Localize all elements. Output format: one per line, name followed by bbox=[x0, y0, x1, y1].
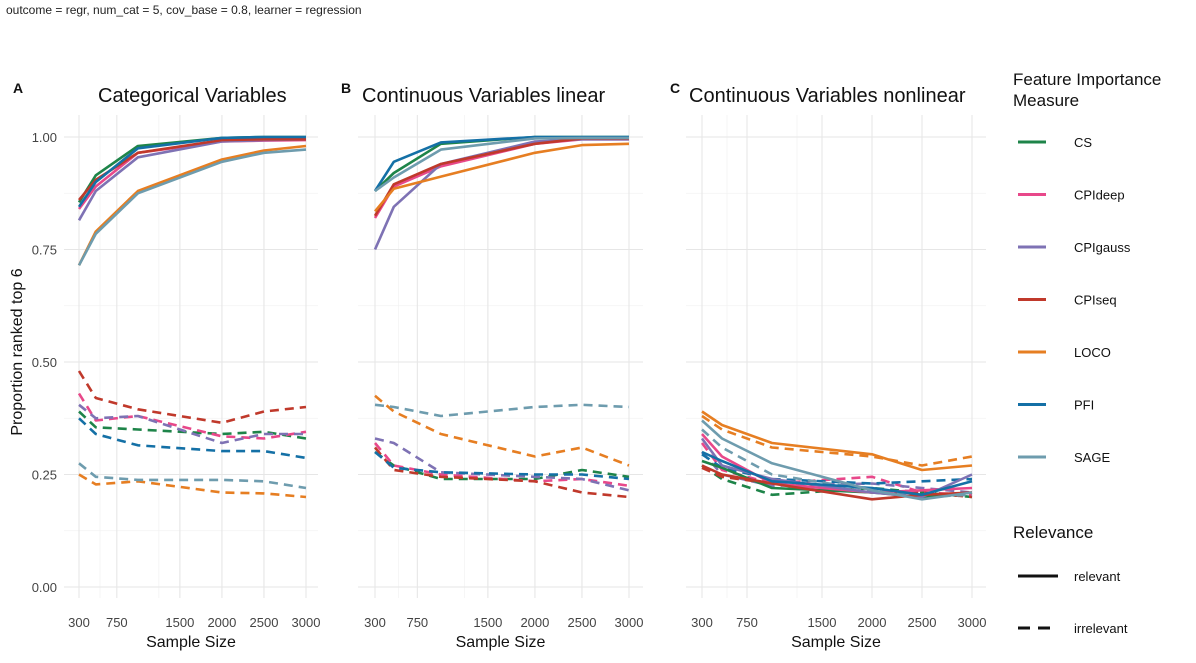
legend-item-cpiseq: CPIseq bbox=[1018, 293, 1117, 308]
figure-subtitle: outcome = regr, num_cat = 5, cov_base = … bbox=[6, 3, 362, 17]
panel-title: Continuous Variables linear bbox=[362, 85, 605, 107]
series-line-sage-irrelevant bbox=[78, 462, 307, 490]
series-line-cpiseq-relevant bbox=[701, 464, 973, 501]
x-axis-label: Sample Size bbox=[456, 634, 546, 651]
series-line-cpigauss-relevant bbox=[373, 138, 629, 251]
legend-label: CPIdeep bbox=[1074, 188, 1125, 203]
series-line-cpideep-irrelevant bbox=[77, 392, 307, 440]
x-tick-label: 2500 bbox=[908, 615, 937, 630]
legend-item-cpigauss: CPIgauss bbox=[1018, 240, 1131, 255]
panel-b: B Continuous Variables linear 300 750 1500 20… bbox=[341, 80, 643, 651]
legend-label: SAGE bbox=[1074, 450, 1110, 465]
panel-title: Continuous Variables nonlinear bbox=[689, 85, 966, 107]
y-tick-label: 0.75 bbox=[32, 243, 57, 258]
x-tick-label: 1500 bbox=[808, 615, 837, 630]
panel-tag: C bbox=[670, 80, 680, 96]
legend-relevance-relevant: relevant bbox=[1018, 569, 1121, 584]
legend-label: PFI bbox=[1074, 398, 1094, 413]
x-tick-label: 300 bbox=[68, 615, 90, 630]
legend-label: CS bbox=[1074, 135, 1092, 150]
series-line-cpiseq-irrelevant bbox=[374, 446, 630, 499]
x-tick-label: 2500 bbox=[250, 615, 279, 630]
series-line-cpiseq-relevant bbox=[78, 138, 306, 201]
x-tick-label: 3000 bbox=[958, 615, 987, 630]
panel-tag: B bbox=[341, 80, 351, 96]
panel-a: A Categorical Variables 0.00 0.25 0.50 0.75 1.… bbox=[13, 80, 320, 651]
legend-relevance-irrelevant: irrelevant bbox=[1018, 621, 1128, 636]
legend-label: relevant bbox=[1074, 569, 1121, 584]
panel-tag: A bbox=[13, 80, 23, 96]
series-line-loco-irrelevant bbox=[374, 394, 630, 467]
series-line-sage-relevant bbox=[701, 419, 973, 501]
series-line-sage-relevant bbox=[77, 148, 307, 266]
x-tick-label: 1500 bbox=[165, 615, 194, 630]
y-tick-label: 1.00 bbox=[32, 130, 57, 145]
x-tick-label: 300 bbox=[364, 615, 386, 630]
series-line-loco-relevant bbox=[701, 410, 973, 472]
legend-label: CPIgauss bbox=[1074, 240, 1131, 255]
legend-item-cs: CS bbox=[1018, 135, 1092, 150]
legend-item-sage: SAGE bbox=[1018, 450, 1110, 465]
x-tick-label: 750 bbox=[736, 615, 758, 630]
legend-label: irrelevant bbox=[1074, 621, 1128, 636]
x-tick-label: 2500 bbox=[568, 615, 597, 630]
x-axis-label: Sample Size bbox=[791, 634, 881, 651]
legend: Feature Importance Measure CS CPIdeep CPIg… bbox=[1013, 70, 1161, 636]
legend-measure-title-line2: Measure bbox=[1013, 91, 1079, 110]
x-tick-label: 2000 bbox=[858, 615, 887, 630]
x-tick-label: 1500 bbox=[473, 615, 502, 630]
series-line-cpiseq-irrelevant bbox=[77, 370, 307, 425]
y-axis-label: Proportion ranked top 6 bbox=[9, 268, 26, 435]
x-tick-label: 2000 bbox=[520, 615, 549, 630]
legend-measure-title-line1: Feature Importance bbox=[1013, 70, 1161, 89]
legend-relevance-items: relevant irrelevant bbox=[1018, 569, 1128, 636]
series-line-loco-irrelevant bbox=[78, 473, 307, 499]
y-tick-label: 0.50 bbox=[32, 355, 57, 370]
series-line-pfi-irrelevant bbox=[374, 451, 630, 481]
legend-label: CPIseq bbox=[1074, 293, 1117, 308]
series-line-sage-irrelevant bbox=[374, 403, 630, 418]
legend-item-loco: LOCO bbox=[1018, 345, 1111, 360]
legend-measure-items: CS CPIdeep CPIgauss CPIseq LOCO PFI SAGE bbox=[1018, 135, 1131, 465]
x-tick-label: 2000 bbox=[207, 615, 236, 630]
series-line-cpideep-relevant bbox=[701, 433, 973, 494]
panel-c: C Continuous Variables nonlinear 300 750 150… bbox=[670, 80, 986, 651]
panel-title: Categorical Variables bbox=[98, 85, 287, 107]
x-tick-label: 3000 bbox=[615, 615, 644, 630]
x-tick-label: 300 bbox=[691, 615, 713, 630]
legend-item-pfi: PFI bbox=[1018, 398, 1094, 413]
x-tick-label: 750 bbox=[106, 615, 128, 630]
series-line-loco-relevant bbox=[374, 142, 630, 213]
y-tick-label: 0.25 bbox=[32, 468, 57, 483]
x-axis-label: Sample Size bbox=[146, 634, 236, 651]
series-line-pfi-irrelevant bbox=[78, 417, 307, 460]
series-line-sage-relevant bbox=[374, 136, 629, 193]
series-line-cpigauss-irrelevant bbox=[374, 437, 630, 492]
series-line-loco-irrelevant bbox=[701, 414, 973, 467]
panels: A Categorical Variables 0.00 0.25 0.50 0.75 1.… bbox=[13, 80, 986, 651]
legend-relevance-title: Relevance bbox=[1013, 523, 1093, 542]
x-tick-label: 750 bbox=[406, 615, 428, 630]
series-line-pfi-relevant bbox=[77, 135, 306, 208]
series-line-cs-irrelevant bbox=[374, 450, 630, 481]
series-line-cpigauss-irrelevant bbox=[78, 403, 306, 445]
y-tick-label: 0.00 bbox=[32, 580, 57, 595]
legend-item-cpideep: CPIdeep bbox=[1018, 188, 1125, 203]
x-tick-label: 3000 bbox=[292, 615, 321, 630]
series-line-cpiseq-relevant bbox=[373, 137, 629, 217]
series-line-pfi-relevant bbox=[701, 450, 973, 497]
legend-label: LOCO bbox=[1074, 345, 1111, 360]
